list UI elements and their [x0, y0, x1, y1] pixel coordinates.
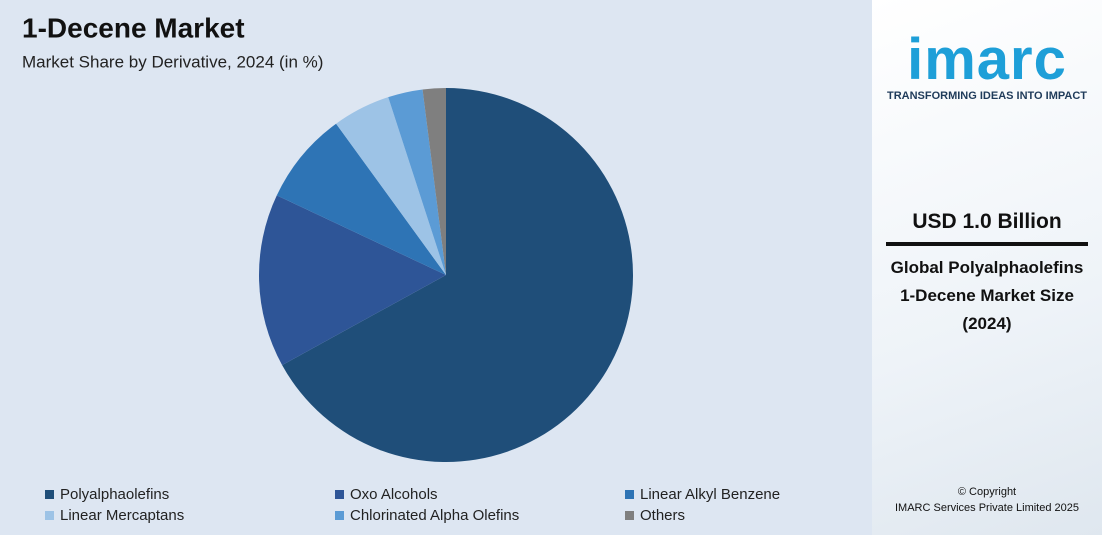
caption-line: Global Polyalphaolefins: [890, 258, 1084, 277]
tagline: TRANSFORMING IDEAS INTO IMPACT: [886, 90, 1088, 102]
legend-swatch: [625, 511, 634, 520]
legend-swatch: [335, 490, 344, 499]
copyright-line: © Copyright: [957, 486, 1017, 498]
copyright: © Copyright IMARC Services Private Limit…: [872, 484, 1102, 516]
chart: 1-Decene Market Market Share by Derivati…: [22, 12, 780, 524]
legend-label: Polyalphaolefins: [60, 486, 169, 503]
pie-slice: [259, 195, 446, 366]
legend-swatch: [45, 490, 54, 499]
pie-slice: [276, 123, 446, 275]
legend-swatch: [335, 511, 344, 520]
copyright-line: IMARC Services Private Limited 2025: [894, 502, 1079, 514]
market-value: USD 1.0 Billion: [912, 210, 1062, 233]
legend-label: Oxo Alcohols: [350, 486, 438, 503]
chart-subtitle: Market Share by Derivative, 2024 (in %): [22, 52, 323, 71]
legend-swatch: [625, 490, 634, 499]
legend-label: Linear Mercaptans: [60, 507, 184, 524]
legend-label: Chlorinated Alpha Olefins: [350, 507, 519, 524]
pie-slice: [282, 88, 633, 462]
legend-swatch: [45, 511, 54, 520]
pie-slice: [422, 88, 446, 275]
pie-slice: [336, 97, 446, 275]
pie-slice: [388, 89, 446, 275]
divider: [886, 242, 1088, 246]
caption-line: 1-Decene Market Size: [900, 286, 1074, 305]
info-panel: imarc TRANSFORMING IDEAS INTO IMPACT USD…: [872, 0, 1102, 535]
caption-line: (2024): [962, 314, 1012, 333]
legend-label: Others: [640, 507, 685, 524]
logo: imarc: [907, 27, 1067, 92]
legend-label: Linear Alkyl Benzene: [640, 486, 780, 503]
chart-title: 1-Decene Market: [22, 12, 245, 43]
caption: Global Polyalphaolefins 1-Decene Market …: [872, 254, 1102, 338]
